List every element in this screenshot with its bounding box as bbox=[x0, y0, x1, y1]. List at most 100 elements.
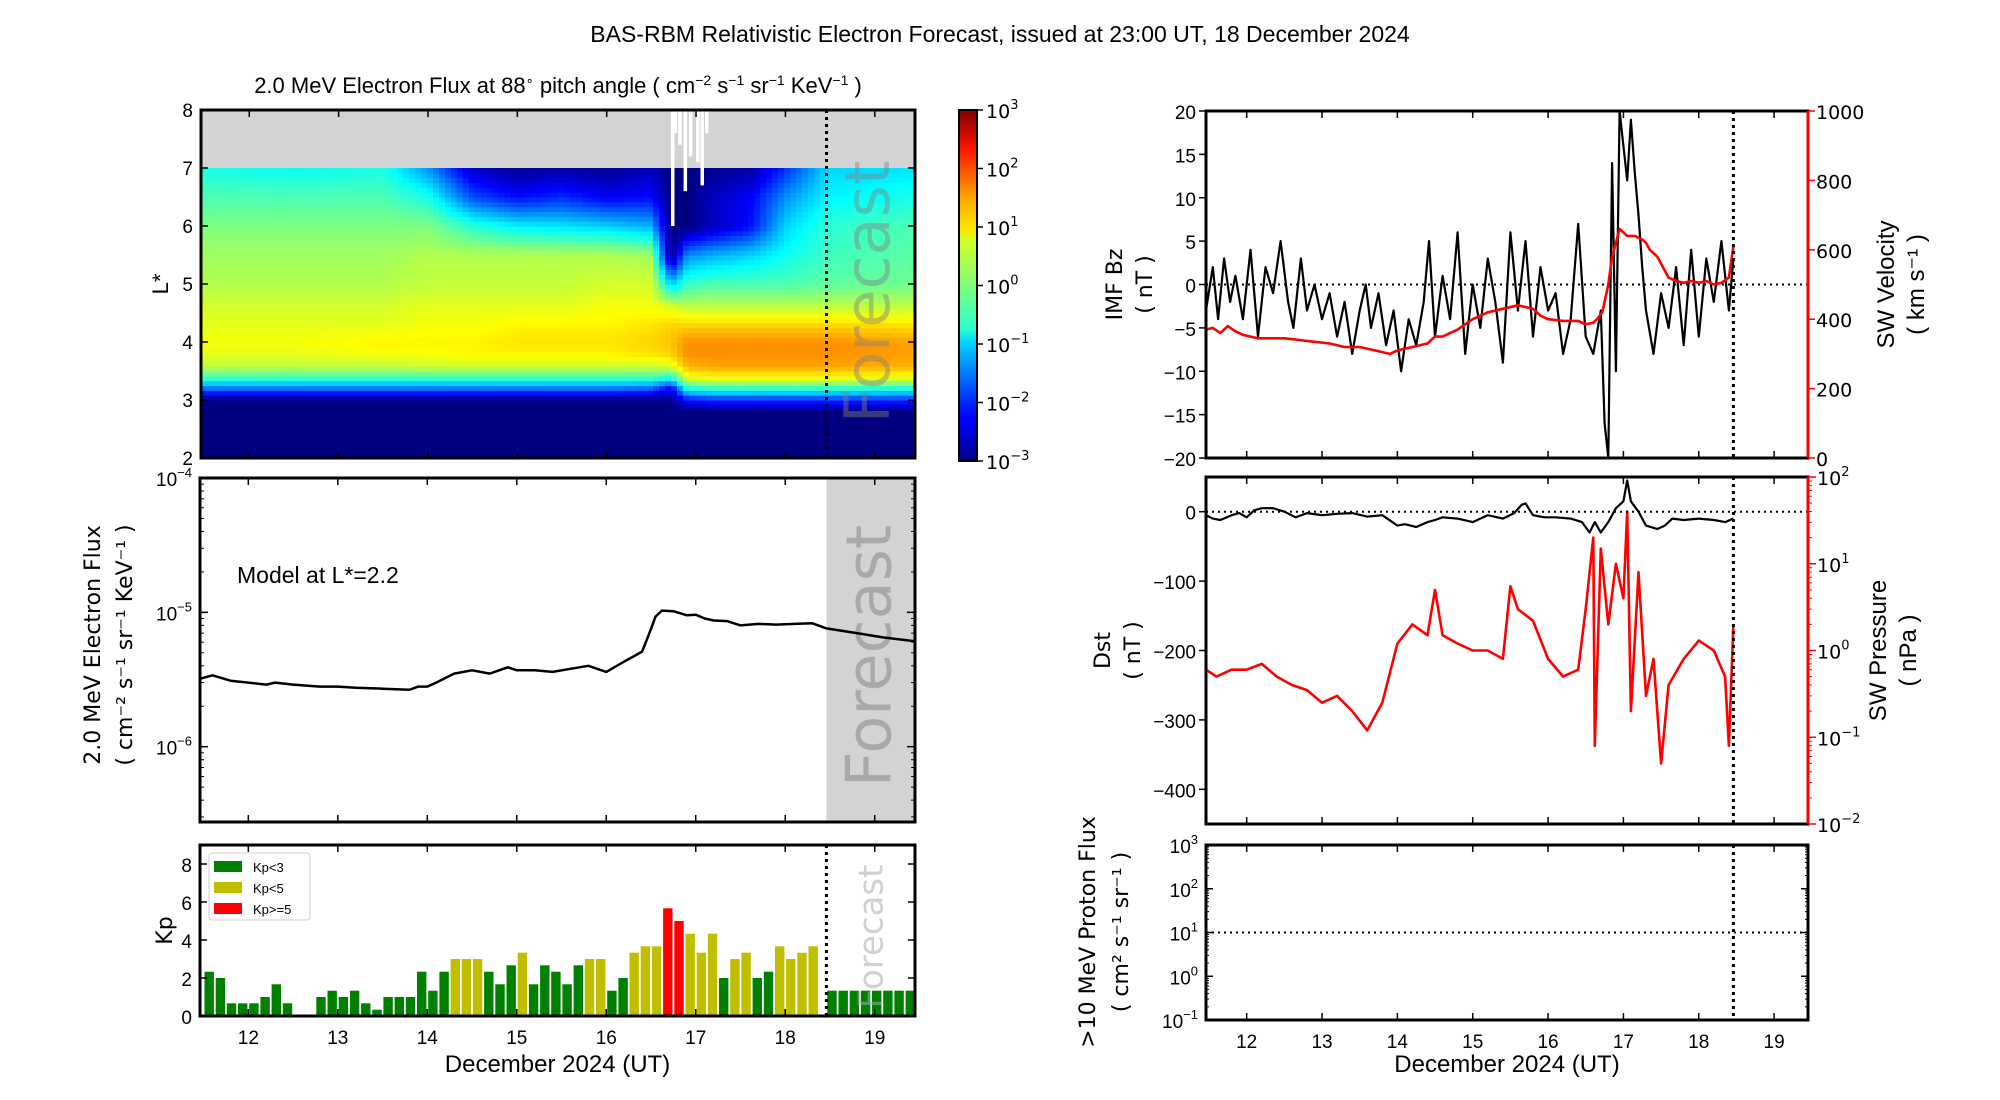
spectrogram-cell bbox=[248, 313, 256, 319]
spectrogram-cell bbox=[492, 245, 500, 251]
spectrogram-cell bbox=[212, 400, 220, 406]
spectrogram-cell bbox=[498, 274, 506, 280]
spectrogram-cell bbox=[337, 177, 345, 184]
spectrogram-cell bbox=[623, 235, 630, 242]
spectrogram-cell bbox=[462, 327, 470, 333]
spectrogram-cell bbox=[207, 448, 214, 454]
spectrogram-cell bbox=[510, 259, 517, 266]
spectrogram-cell bbox=[641, 255, 648, 261]
spectrogram-cell bbox=[218, 269, 226, 275]
spectrogram-cell bbox=[575, 409, 583, 416]
spectrogram-cell bbox=[260, 259, 267, 266]
spectrogram-cell bbox=[468, 433, 476, 440]
spectrogram-cell bbox=[302, 240, 309, 246]
spectrogram-cell bbox=[212, 361, 220, 367]
spectrogram-cell bbox=[605, 250, 613, 256]
spectrogram-cell bbox=[617, 221, 625, 227]
spectrogram-cell bbox=[587, 308, 595, 314]
spectrogram-cell bbox=[468, 313, 476, 319]
spectrogram-cell bbox=[641, 346, 648, 353]
spectrogram-cell bbox=[314, 259, 321, 266]
spectrogram-cell bbox=[546, 264, 553, 271]
spectrogram-cell bbox=[379, 395, 387, 401]
spectrogram-cell bbox=[671, 332, 678, 338]
spectrogram-cell bbox=[207, 433, 214, 440]
spectrogram-cell bbox=[367, 385, 375, 391]
spectrogram-cell bbox=[552, 201, 559, 208]
spectrogram-cell bbox=[528, 366, 535, 372]
spectrogram-cell bbox=[355, 168, 363, 174]
spectrogram-cell bbox=[546, 172, 553, 179]
spectrogram-cell bbox=[325, 269, 333, 275]
spectrogram-cell bbox=[409, 255, 416, 261]
spectrogram-cell bbox=[224, 303, 232, 309]
spectrogram-cell bbox=[665, 269, 672, 275]
spectrogram-cell bbox=[415, 197, 422, 203]
spectrogram-cell bbox=[480, 380, 488, 387]
spectrogram-cell bbox=[290, 288, 297, 295]
spectrogram-cell bbox=[421, 259, 428, 266]
spectrogram-cell bbox=[468, 414, 476, 420]
spectrogram-cell bbox=[665, 380, 672, 387]
spectrogram-cell bbox=[361, 404, 369, 411]
spectrogram-cell bbox=[647, 250, 654, 256]
spectrogram-cell bbox=[314, 221, 321, 227]
spectrogram-cell bbox=[522, 250, 529, 256]
spectrogram-cell bbox=[456, 308, 464, 314]
spectrogram-cell bbox=[486, 429, 494, 435]
spectrogram-cell bbox=[522, 177, 529, 184]
spectrogram-cell bbox=[492, 240, 500, 246]
spectrogram-cell bbox=[248, 255, 256, 261]
spectrogram-cell bbox=[224, 279, 232, 285]
spectrogram-cell bbox=[212, 211, 220, 217]
spectrogram-cell bbox=[397, 390, 404, 396]
spectrogram-cell bbox=[611, 279, 619, 285]
spectrogram-cell bbox=[439, 385, 446, 391]
spectrogram-cell bbox=[302, 390, 309, 396]
spectrogram-cell bbox=[207, 230, 214, 237]
spectrogram-cell bbox=[552, 172, 559, 179]
spectrogram-cell bbox=[510, 284, 517, 290]
spectrogram-cell bbox=[224, 433, 232, 440]
spectrogram-cell bbox=[331, 429, 339, 435]
spectrogram-cell bbox=[201, 201, 208, 208]
spectrogram-cell bbox=[207, 250, 214, 256]
spectrogram-cell bbox=[528, 448, 535, 454]
spectrogram-cell bbox=[385, 201, 392, 208]
spectrogram-cell bbox=[260, 342, 267, 348]
title-close: ) bbox=[848, 73, 861, 98]
spectrogram-cell bbox=[480, 293, 488, 300]
spectrogram-cell bbox=[391, 250, 398, 256]
spectrogram-cell bbox=[498, 385, 506, 391]
spectrogram-cell bbox=[492, 206, 500, 213]
spectrogram-cell bbox=[623, 429, 630, 435]
spectrogram-cell bbox=[647, 226, 654, 232]
spectrogram-cell bbox=[207, 298, 214, 304]
spectrogram-cell bbox=[361, 279, 369, 285]
spectrogram-cell bbox=[546, 259, 553, 266]
spectrogram-cell bbox=[641, 448, 648, 454]
spectrogram-cell bbox=[688, 433, 696, 440]
spectrogram-cell bbox=[498, 172, 506, 179]
spectrogram-cell bbox=[450, 346, 458, 353]
spectrogram-cell bbox=[290, 279, 297, 285]
spectrogram-cell bbox=[248, 414, 256, 420]
spectrogram-cell bbox=[236, 385, 244, 391]
spectrogram-cell bbox=[528, 240, 535, 246]
spectrogram-cell bbox=[349, 211, 357, 217]
spectrogram-cell bbox=[546, 404, 553, 411]
spectrogram-cell bbox=[230, 303, 238, 309]
spectrogram-cell bbox=[427, 351, 434, 358]
spectrogram-cell bbox=[361, 206, 369, 213]
spectrogram-cell bbox=[456, 371, 464, 377]
spectrogram-cell bbox=[325, 235, 333, 242]
spectrogram-cell bbox=[552, 288, 559, 295]
spectrogram-cell bbox=[462, 385, 470, 391]
spectrogram-cell bbox=[230, 187, 238, 193]
spectrogram-cell bbox=[284, 187, 291, 193]
spectrogram-cell bbox=[403, 187, 410, 193]
spectrogram-cell bbox=[325, 404, 333, 411]
spectrogram-cell bbox=[367, 356, 375, 362]
spectrogram-cell bbox=[617, 356, 625, 362]
spectrogram-cell bbox=[201, 177, 208, 184]
